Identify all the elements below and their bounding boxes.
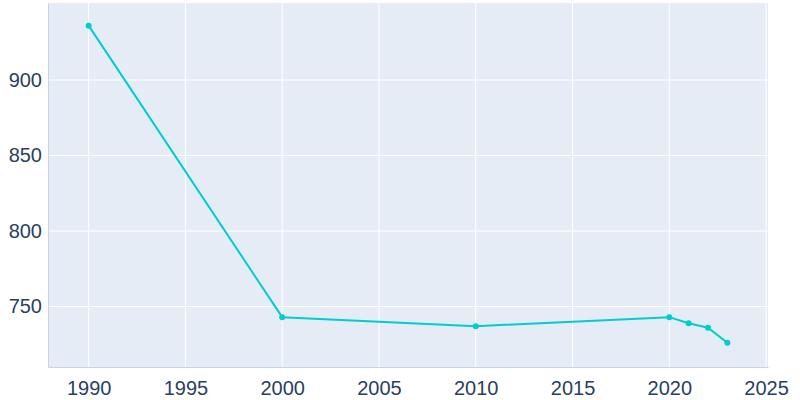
y-tick-label: 750 bbox=[9, 295, 42, 317]
x-axis: 1990 1995 2000 2005 2010 2015 2020 2025 bbox=[49, 367, 789, 399]
y-grid-line bbox=[48, 306, 768, 307]
y-tick-label: 850 bbox=[9, 144, 42, 166]
x-grid-line bbox=[88, 3, 89, 367]
marker bbox=[686, 320, 692, 326]
x-tick: 1990 bbox=[67, 367, 112, 399]
x-tick-label: 2025 bbox=[744, 377, 789, 399]
x-grid-line bbox=[766, 3, 767, 367]
x-tick-label: 2020 bbox=[648, 377, 693, 399]
x-tick-label: 1990 bbox=[67, 377, 112, 399]
x-tick: 2025 bbox=[744, 367, 789, 399]
x-tick: 2015 bbox=[551, 367, 596, 399]
y-tick: 900 bbox=[9, 69, 48, 91]
plot-background bbox=[48, 3, 768, 367]
marker bbox=[724, 340, 730, 346]
y-tick-label: 900 bbox=[9, 69, 42, 91]
y-axis-line bbox=[48, 4, 49, 368]
x-tick-label: 2010 bbox=[454, 377, 499, 399]
line bbox=[89, 26, 728, 343]
y-grid-line bbox=[48, 155, 768, 156]
x-tick-label: 2005 bbox=[357, 377, 402, 399]
x-tick: 2010 bbox=[454, 367, 499, 399]
y-grid-line bbox=[48, 80, 768, 81]
x-tick-label: 2015 bbox=[551, 377, 596, 399]
y-grid-line bbox=[48, 231, 768, 232]
x-tick: 2020 bbox=[648, 367, 693, 399]
x-tick: 1995 bbox=[164, 367, 209, 399]
plot: 1990 1995 2000 2005 2010 2015 2020 2025 750 800 85… bbox=[9, 3, 789, 399]
marker bbox=[666, 314, 672, 320]
chart: 1990 1995 2000 2005 2010 2015 2020 2025 750 800 85… bbox=[0, 0, 800, 400]
marker bbox=[86, 23, 92, 29]
y-tick: 750 bbox=[9, 295, 48, 317]
y-tick: 800 bbox=[9, 220, 48, 242]
x-grid-line bbox=[572, 3, 573, 367]
marker bbox=[705, 325, 711, 331]
grid bbox=[48, 3, 768, 367]
marker bbox=[279, 314, 285, 320]
x-tick: 2000 bbox=[260, 367, 305, 399]
x-tick-label: 2000 bbox=[260, 377, 305, 399]
x-tick-label: 1995 bbox=[164, 377, 209, 399]
y-axis: 750 800 850 900 bbox=[9, 4, 49, 368]
x-grid-line bbox=[378, 3, 379, 367]
x-grid-line bbox=[475, 3, 476, 367]
x-grid-line bbox=[185, 3, 186, 367]
y-tick: 850 bbox=[9, 144, 48, 166]
x-grid-line bbox=[282, 3, 283, 367]
y-tick-label: 800 bbox=[9, 220, 42, 242]
marker bbox=[473, 323, 479, 329]
x-grid-line bbox=[669, 3, 670, 367]
x-axis-line bbox=[49, 367, 769, 368]
x-tick: 2005 bbox=[357, 367, 402, 399]
series bbox=[86, 23, 731, 346]
